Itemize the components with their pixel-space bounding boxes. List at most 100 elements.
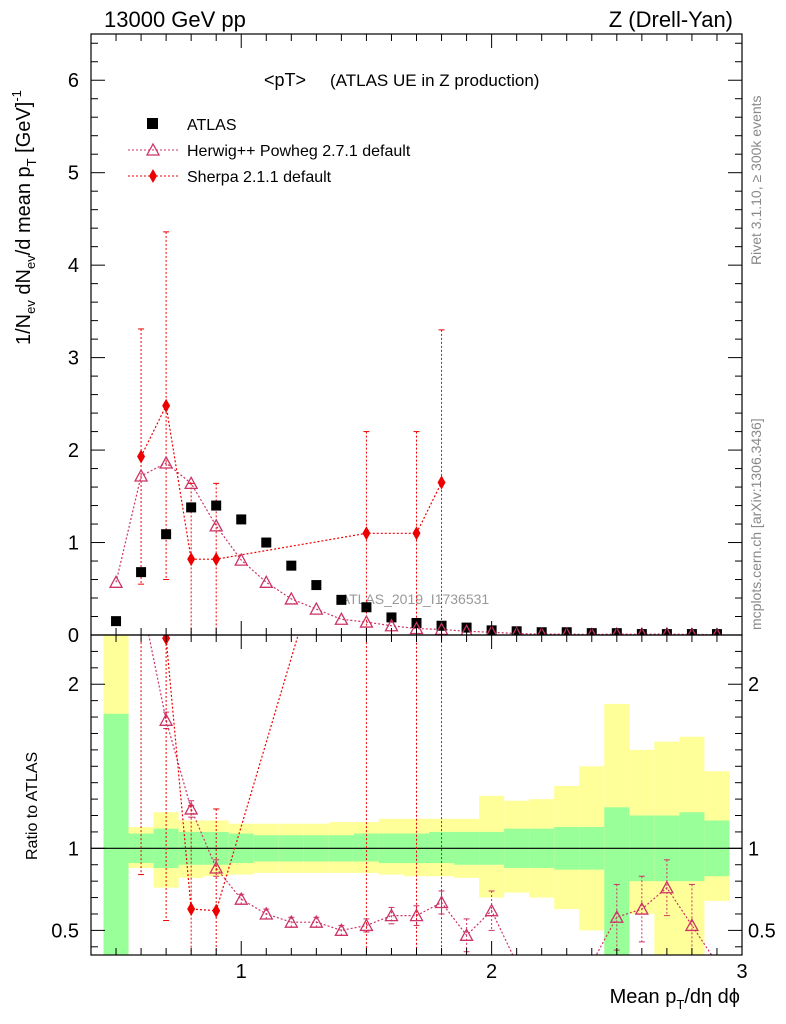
y-axis-label-main: 1/Nev dNev/d mean pT [GeV]-1 xyxy=(9,90,39,345)
atlas-point xyxy=(311,580,322,591)
sherpa-point xyxy=(187,552,196,567)
herwig-ratio-point xyxy=(209,860,224,874)
atlas-point xyxy=(261,537,272,548)
herwig-point xyxy=(637,626,647,635)
herwig-ratio-point xyxy=(334,923,349,937)
x-tick-label: 2 xyxy=(486,961,497,983)
herwig-ratio-point xyxy=(234,891,249,905)
herwig-point xyxy=(133,468,149,482)
ratio-plot-marks xyxy=(91,635,742,955)
herwig-point xyxy=(209,518,224,532)
legend-entry-sherpa: Sherpa 2.1.1 default xyxy=(128,169,332,186)
header-left: 13000 GeV pp xyxy=(104,7,246,32)
herwig-point xyxy=(108,574,124,588)
atlas-point xyxy=(286,560,297,571)
herwig-point xyxy=(587,627,597,635)
x-tick-label: 3 xyxy=(736,961,747,983)
herwig-ratio-point xyxy=(284,914,299,928)
sherpa-point xyxy=(437,475,446,490)
herwig-ratio-point xyxy=(359,918,374,932)
y-tick-label-ratio-right: 0.5 xyxy=(748,920,776,942)
x-axis-label: Mean pT/dη dϕ xyxy=(610,986,740,1012)
herwig-point xyxy=(359,614,374,628)
y-tick-label-main: 4 xyxy=(68,255,79,277)
herwig-point xyxy=(334,611,349,625)
herwig-point xyxy=(159,455,174,469)
herwig-ratio-point xyxy=(159,712,174,726)
sherpa-point xyxy=(162,398,171,413)
herwig-point xyxy=(309,601,324,615)
y-tick-label-ratio-right: 2 xyxy=(748,674,759,696)
herwig-ratio-point xyxy=(259,906,274,920)
herwig-ratio-point xyxy=(409,908,424,922)
sherpa-ratio-point xyxy=(187,902,196,917)
plot-title: <pT> (ATLAS UE in Z production) xyxy=(264,70,539,90)
herwig-point xyxy=(460,623,473,635)
y-tick-label-main: 5 xyxy=(68,163,79,185)
header-right: Z (Drell-Yan) xyxy=(609,7,733,32)
plot-title-sub: (ATLAS UE in Z production) xyxy=(330,71,539,90)
herwig-point xyxy=(687,627,697,635)
x-tick-label: 1 xyxy=(236,961,247,983)
atlas-point xyxy=(186,502,197,513)
y-tick-label-ratio: 2 xyxy=(68,674,79,696)
herwig-ratio-point xyxy=(184,801,199,815)
herwig-ratio-point xyxy=(459,927,474,941)
sherpa-ratio-point xyxy=(212,903,221,918)
legend-label-herwig: Herwig++ Powheg 2.7.1 default xyxy=(187,143,411,160)
herwig-point xyxy=(486,624,498,635)
atlas-point xyxy=(136,567,147,578)
herwig-point xyxy=(537,626,547,635)
herwig-point xyxy=(511,626,522,635)
sherpa-point xyxy=(212,552,221,567)
herwig-ratio-point xyxy=(484,903,499,917)
atlas-point xyxy=(236,514,247,525)
rivet-label: Rivet 3.1.10, ≥ 300k events xyxy=(748,95,764,265)
y-tick-label-main: 6 xyxy=(68,70,79,92)
legend-entry-herwig: Herwig++ Powheg 2.7.1 default xyxy=(128,142,411,160)
sherpa-point xyxy=(362,526,371,541)
legend-label-sherpa: Sherpa 2.1.1 default xyxy=(187,169,332,186)
atlas-point xyxy=(336,594,347,605)
sherpa-line xyxy=(140,403,443,560)
plot-title-main: <pT> xyxy=(264,70,306,90)
axis-ticks: 1 2 3 0 1 2 3 4 5 6 0.5 0.5 1 1 2 2 xyxy=(51,34,776,983)
main-plot-marks xyxy=(108,231,722,635)
atlas-point xyxy=(111,616,122,627)
herwig-ratio-point xyxy=(384,908,399,922)
herwig-ratio-point xyxy=(684,918,700,932)
sherpa-ratio-line xyxy=(164,635,299,912)
y-tick-label-ratio: 1 xyxy=(68,838,79,860)
atlas-point xyxy=(461,622,472,633)
atlas-point xyxy=(386,612,397,623)
legend: ATLAS Herwig++ Powheg 2.7.1 default Sher… xyxy=(128,117,411,186)
herwig-point xyxy=(562,626,572,635)
y-tick-label-main: 0 xyxy=(68,625,79,647)
legend-entry-atlas: ATLAS xyxy=(147,117,237,134)
sherpa-point xyxy=(137,449,146,464)
atlas-point xyxy=(161,529,172,540)
y-tick-label-ratio: 0.5 xyxy=(51,920,79,942)
y-axis-label-ratio: Ratio to ATLAS xyxy=(24,752,41,860)
herwig-point xyxy=(259,574,274,588)
y-tick-label-ratio-right: 1 xyxy=(748,838,759,860)
y-tick-label-main: 2 xyxy=(68,440,79,462)
y-tick-label-main: 1 xyxy=(68,533,79,555)
herwig-point xyxy=(284,591,299,605)
herwig-point xyxy=(712,627,722,635)
band-inner xyxy=(103,713,129,955)
herwig-ratio-point xyxy=(659,880,674,894)
herwig-ratio-point xyxy=(609,909,624,923)
herwig-ratio-point xyxy=(309,914,324,928)
herwig-point xyxy=(184,476,199,490)
herwig-ratio-point xyxy=(434,895,449,909)
legend-marker-herwig xyxy=(145,142,161,156)
sherpa-point xyxy=(412,526,421,541)
watermark-label: ATLAS_2019_I1736531 xyxy=(341,591,490,607)
herwig-point xyxy=(612,626,622,635)
mcplots-label: mcplots.cern.ch [arXiv:1306.3436] xyxy=(748,418,764,630)
y-tick-label-main: 3 xyxy=(68,348,79,370)
herwig-ratio-point xyxy=(634,901,649,915)
herwig-point xyxy=(234,552,249,566)
